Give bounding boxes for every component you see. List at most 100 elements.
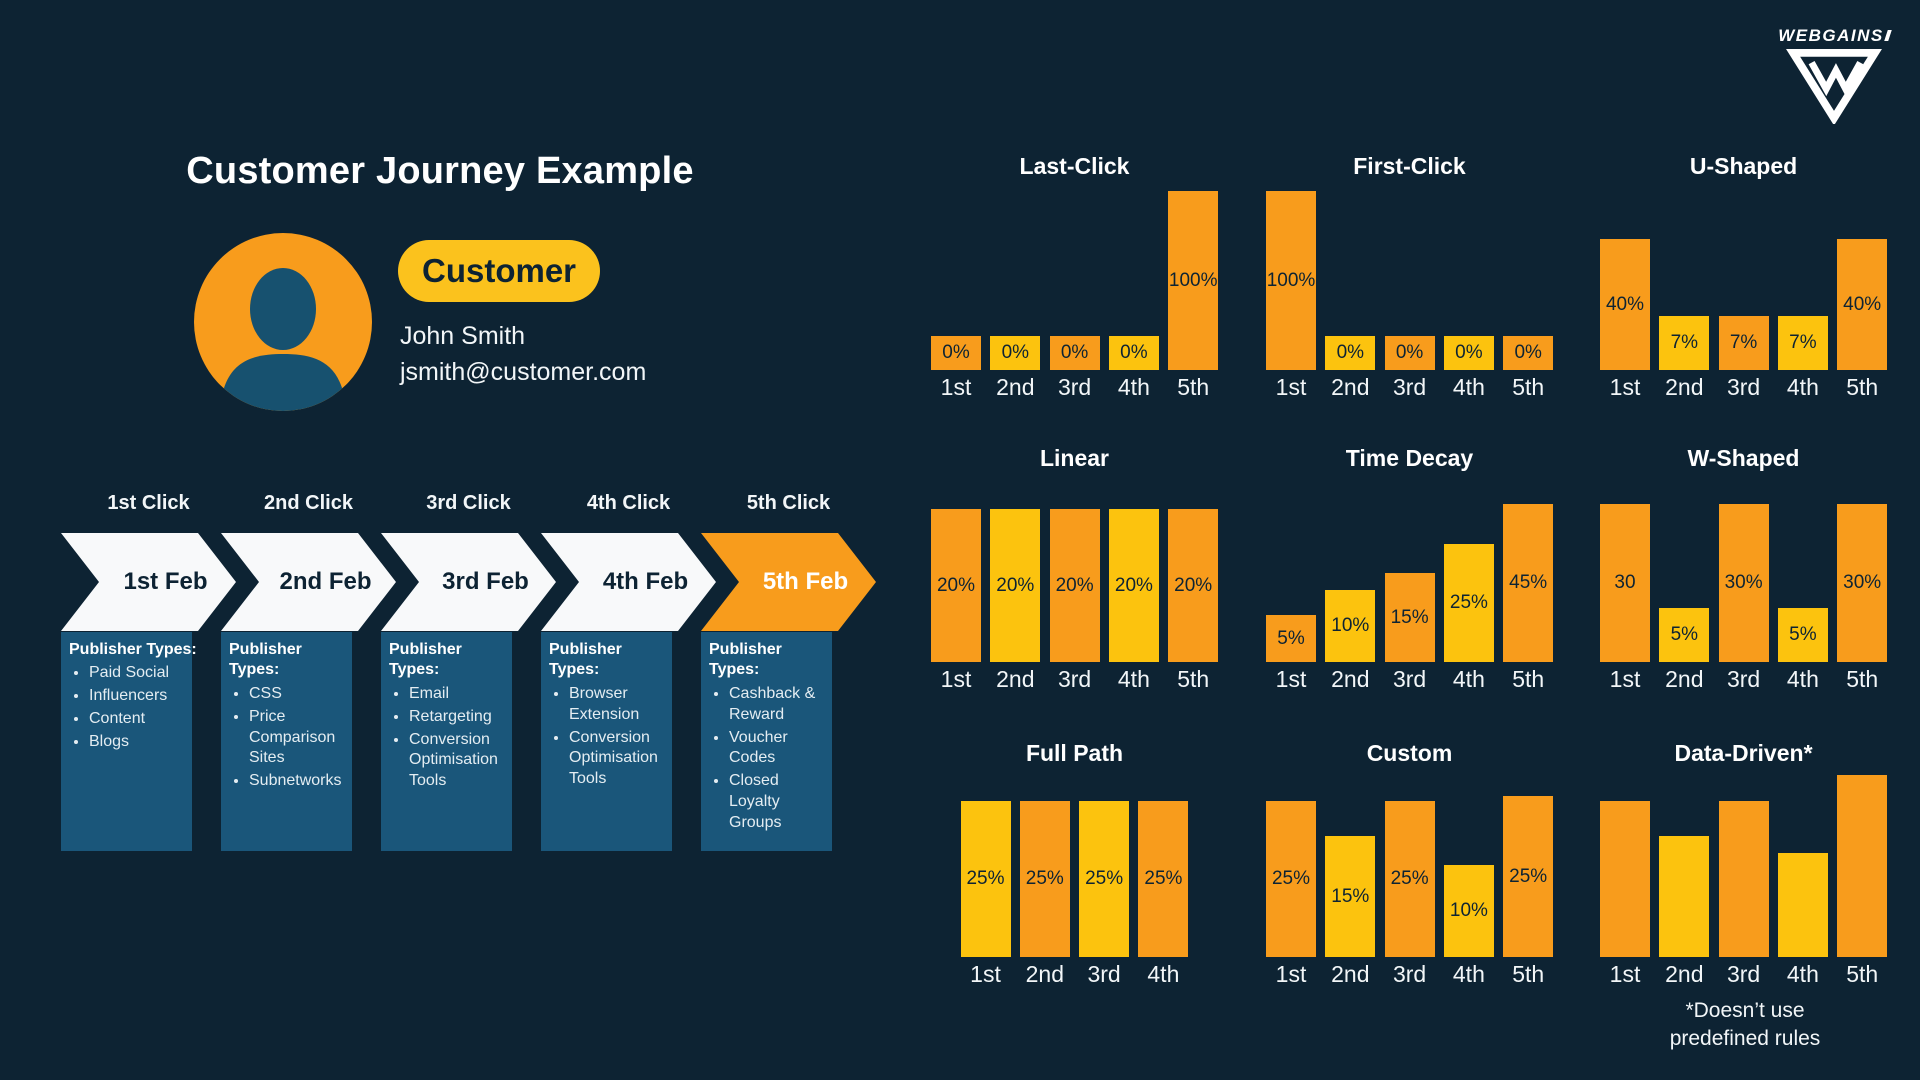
x-tick-label: 3rd: [1087, 961, 1121, 987]
click-label: 4th Click: [586, 492, 671, 514]
click-label: 1st Click: [107, 492, 190, 514]
bar: 0%: [931, 336, 981, 370]
webgains-logo: WEBGAINS: [1768, 26, 1900, 129]
x-tick-label: 4th: [1452, 961, 1485, 987]
publisher-type-item: Blogs: [89, 732, 188, 753]
bar-value-label: 7%: [1670, 332, 1699, 353]
bar-value-label: 30%: [1724, 572, 1763, 593]
x-tick-label: 1st: [1609, 374, 1641, 400]
x-tick-label: 1st: [1609, 961, 1641, 987]
bar: 0%: [1384, 336, 1435, 370]
publisher-type-item: Browser Extension: [569, 684, 668, 726]
bar-value-label: 25%: [1144, 868, 1183, 889]
chevron-arrow: 4th Feb: [541, 533, 716, 631]
bar-value-label: 0%: [1120, 342, 1148, 363]
bar: 10%: [1325, 590, 1376, 662]
logo-tick: [1883, 30, 1892, 41]
x-tick-label: 5th: [1512, 374, 1545, 400]
x-tick-label: 5th: [1177, 374, 1210, 400]
publisher-box: Publisher Types: EmailRetargetingConversi…: [381, 632, 512, 851]
bar: 0%: [1325, 336, 1376, 370]
publisher-box: Publisher Types: Browser ExtensionConvers…: [541, 632, 672, 851]
bar: 5%: [1777, 608, 1828, 662]
attribution-chart: Full Path 25% 25% 25% 25% 1st 2nd 3rd 4th: [931, 735, 1218, 991]
publisher-heading: Publisher Types:: [389, 640, 508, 681]
publisher-heading-line: Types:: [389, 661, 440, 679]
bar-value-label: 15%: [1331, 885, 1370, 907]
bar: 40%: [1837, 239, 1888, 370]
bar-value-label: 100%: [1266, 269, 1316, 291]
customer-badge: Customer: [398, 240, 600, 302]
bar: 0%: [1108, 336, 1159, 370]
bar: 40%: [1600, 239, 1650, 370]
bar-value-label: 25%: [1449, 592, 1488, 613]
x-tick-label: 3rd: [1392, 374, 1427, 400]
bar-value-label: 30%: [1843, 572, 1882, 593]
attribution-chart: First-Click 100% 0% 0% 0% 0% 1st 2nd 3rd 4th 5th: [1266, 148, 1554, 404]
bar: [1600, 801, 1650, 957]
x-tick-label: 1st: [940, 374, 972, 400]
chart-plot: 25% 15% 25% 10% 25%: [1266, 771, 1554, 957]
bar: 25%: [1079, 801, 1130, 957]
attribution-chart: Last-Click 0% 0% 0% 0% 100% 1st 2nd 3rd 4th 5th: [931, 148, 1219, 404]
click-label: 2nd Click: [264, 492, 353, 514]
bar-value-label: 0%: [1060, 342, 1089, 363]
bar-value-label: 0%: [1336, 342, 1365, 363]
publisher-type-item: Paid Social: [89, 663, 188, 684]
publisher-list: Browser ExtensionConversion Optimisation…: [549, 684, 668, 790]
bar: 0%: [1503, 336, 1554, 370]
chevron-date-label: 5th Feb: [762, 568, 849, 595]
bar: 7%: [1718, 316, 1769, 370]
journey-step: 1st Click 1st Feb Publisher Types: Paid …: [61, 492, 236, 953]
publisher-type-item: Conversion Optimisation Tools: [409, 730, 508, 792]
chart-plot: 0% 0% 0% 0% 100%: [931, 184, 1219, 370]
bar: 20%: [1108, 509, 1159, 662]
chart-axis-ticks: 1st 2nd 3rd 4th: [931, 961, 1218, 991]
logo-brand-text: WEBGAINS: [1778, 26, 1884, 45]
bar: 30%: [1718, 504, 1769, 662]
publisher-type-item: Closed Loyalty Groups: [729, 771, 828, 833]
chart-title: U-Shaped: [1689, 153, 1798, 179]
chevron-arrow: 2nd Feb: [221, 533, 396, 631]
publisher-type-item: Voucher Codes: [729, 728, 828, 770]
x-tick-label: 5th: [1846, 961, 1879, 987]
bar: [1718, 801, 1769, 957]
x-tick-label: 1st: [1275, 666, 1307, 692]
publisher-heading-line: Types:: [709, 661, 760, 679]
bar-value-label: 100%: [1168, 269, 1218, 291]
publisher-type-item: Content: [89, 709, 188, 730]
bar-value-label: 20%: [1055, 574, 1094, 596]
chart-axis-ticks: 1st 2nd 3rd 4th 5th: [1600, 374, 1887, 404]
bar-value-label: 10%: [1449, 900, 1488, 921]
bar-value-label: 0%: [1395, 342, 1424, 363]
bar: 0%: [1049, 336, 1100, 370]
x-tick-label: 1st: [970, 961, 1001, 987]
publisher-list: Paid SocialInfluencersContentBlogs: [69, 663, 188, 752]
bar-value-label: 15%: [1390, 606, 1429, 628]
bar: 100%: [1266, 191, 1316, 370]
bar: 25%: [1266, 801, 1316, 957]
x-tick-label: 2nd: [1331, 666, 1370, 692]
publisher-heading: Publisher Types:: [69, 640, 197, 660]
bar: 20%: [931, 509, 981, 662]
chevron-arrow: 5th Feb: [701, 533, 876, 631]
bar: 30: [1600, 504, 1650, 662]
publisher-type-item: CSS: [249, 684, 348, 705]
bar: 7%: [1777, 316, 1828, 370]
x-tick-label: 3rd: [1057, 666, 1092, 692]
chart-title: Data-Driven*: [1674, 740, 1813, 766]
bar-value-label: 20%: [996, 574, 1035, 596]
x-tick-label: 4th: [1786, 374, 1819, 400]
bar: 15%: [1325, 836, 1376, 957]
x-tick-label: 4th: [1786, 961, 1819, 987]
bar-value-label: 10%: [1331, 615, 1370, 636]
x-tick-label: 3rd: [1392, 961, 1427, 987]
publisher-type-item: Email: [409, 684, 508, 705]
bar-value-label: 25%: [1271, 868, 1311, 889]
bar: 0%: [1443, 336, 1494, 370]
chart-plot: 5% 10% 15% 25% 45%: [1266, 476, 1554, 662]
publisher-heading-line: Publisher: [389, 641, 462, 658]
bar: 25%: [1019, 801, 1070, 957]
chart-axis-ticks: 1st 2nd 3rd 4th 5th: [1266, 666, 1553, 696]
bar-value-label: 5%: [1277, 627, 1305, 649]
